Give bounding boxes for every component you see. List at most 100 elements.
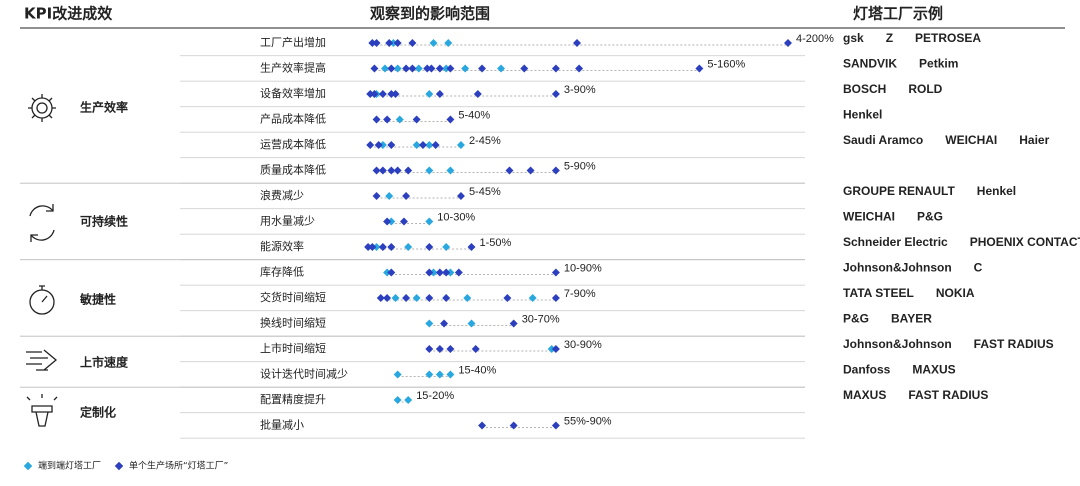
diamond bbox=[442, 294, 451, 302]
range-label: 5-40% bbox=[458, 109, 490, 121]
diamond bbox=[551, 421, 560, 430]
kpi-label: 生产效率提高 bbox=[260, 61, 326, 75]
legend-marker bbox=[23, 461, 33, 471]
diamond bbox=[446, 166, 455, 175]
diamond bbox=[520, 64, 529, 73]
kpi-label: 设计迭代时间减少 bbox=[260, 368, 348, 381]
company-logo: gsk bbox=[843, 31, 864, 45]
diamond bbox=[435, 268, 444, 277]
range-label: 10-90% bbox=[564, 262, 602, 274]
diamond bbox=[402, 294, 411, 302]
range-label: 15-20% bbox=[416, 390, 454, 402]
company-logo: WEICHAI bbox=[843, 210, 895, 224]
company-logo: MAXUS bbox=[843, 388, 886, 402]
diamond bbox=[425, 166, 434, 175]
diamond bbox=[478, 64, 487, 73]
diamond bbox=[784, 39, 792, 47]
company-logo: ROLD bbox=[908, 82, 942, 96]
diamond bbox=[425, 345, 434, 353]
company-logo: NOKIA bbox=[936, 286, 975, 300]
diamond bbox=[456, 192, 465, 200]
diamond bbox=[378, 90, 387, 98]
diamond bbox=[419, 141, 427, 149]
diamond bbox=[393, 370, 402, 379]
group-label: 敏捷性 bbox=[79, 292, 116, 307]
company-logo: Haier bbox=[1019, 133, 1049, 147]
diamond bbox=[497, 64, 505, 73]
diamond bbox=[551, 268, 560, 277]
company-logo: TATA STEEL bbox=[843, 286, 914, 300]
header: 灯塔工厂示例 bbox=[853, 5, 943, 23]
company-logo: Z bbox=[886, 31, 893, 45]
range-label: 55%-90% bbox=[564, 415, 612, 427]
company-logo: BOSCH bbox=[843, 82, 886, 96]
diamond bbox=[383, 115, 392, 124]
company-logo: Johnson&Johnson bbox=[843, 337, 952, 351]
diamond bbox=[408, 64, 417, 73]
diamond bbox=[435, 370, 444, 379]
range-label: 7-90% bbox=[564, 288, 596, 300]
diamond bbox=[372, 166, 381, 175]
speed-icon bbox=[26, 349, 58, 371]
gear-icon bbox=[28, 94, 56, 122]
diamond bbox=[404, 243, 413, 251]
diamond bbox=[575, 64, 584, 73]
company-logo: PETROSEA bbox=[915, 31, 981, 45]
diamond bbox=[446, 345, 455, 353]
diamond bbox=[387, 64, 396, 73]
diamond bbox=[393, 396, 402, 404]
diamond bbox=[425, 268, 434, 277]
diamond bbox=[551, 345, 560, 353]
diamond bbox=[446, 370, 455, 379]
diamond bbox=[404, 396, 413, 404]
diamond bbox=[551, 64, 560, 73]
diamond bbox=[463, 294, 472, 302]
diamond bbox=[378, 141, 387, 149]
kpi-label: 换线时间缩短 bbox=[260, 316, 326, 330]
diamond bbox=[551, 90, 560, 98]
diamond bbox=[402, 192, 411, 200]
kpi-label: 库存降低 bbox=[260, 265, 304, 279]
range-label: 5-90% bbox=[564, 160, 596, 172]
diamond bbox=[412, 115, 421, 124]
diamond bbox=[374, 141, 383, 149]
diamond bbox=[408, 39, 417, 47]
company-logo: Henkel bbox=[843, 108, 882, 122]
range-label: 15-40% bbox=[458, 364, 496, 376]
company-logo: MAXUS bbox=[912, 363, 955, 377]
group-label: 上市速度 bbox=[80, 355, 129, 370]
diamond bbox=[431, 141, 440, 149]
group-label: 定制化 bbox=[80, 405, 116, 420]
diamond bbox=[387, 166, 396, 175]
company-logo: Danfoss bbox=[843, 363, 891, 377]
diamond bbox=[391, 90, 400, 98]
kpi-label: 配置精度提升 bbox=[260, 392, 326, 406]
company-logo: Henkel bbox=[977, 184, 1016, 198]
kpi-label: 浪费减少 bbox=[260, 188, 304, 202]
kpi-label: 交货时间缩短 bbox=[260, 290, 326, 304]
diamond bbox=[471, 345, 480, 353]
diamond bbox=[368, 243, 377, 251]
stopwatch-icon bbox=[29, 285, 55, 315]
group-label: 可持续性 bbox=[80, 214, 128, 229]
diamond bbox=[456, 141, 465, 149]
diamond bbox=[383, 217, 392, 226]
company-logo: WEICHAI bbox=[945, 133, 997, 147]
diamond bbox=[551, 166, 560, 175]
diamond bbox=[366, 141, 375, 149]
diamond bbox=[425, 294, 434, 302]
company-logo: Saudi Aramco bbox=[843, 133, 923, 147]
group-label: 生产效率 bbox=[80, 100, 128, 115]
diamond bbox=[473, 90, 482, 98]
diamond bbox=[387, 268, 396, 277]
diamond bbox=[461, 64, 470, 73]
diamond bbox=[454, 268, 463, 277]
diamond bbox=[376, 294, 385, 302]
kpi-label: 运营成本降低 bbox=[260, 137, 326, 151]
diamond bbox=[509, 421, 518, 430]
diamond bbox=[446, 64, 455, 73]
company-logo: SANDVIK bbox=[843, 57, 897, 71]
diamond bbox=[412, 294, 421, 302]
diamond bbox=[467, 319, 476, 328]
